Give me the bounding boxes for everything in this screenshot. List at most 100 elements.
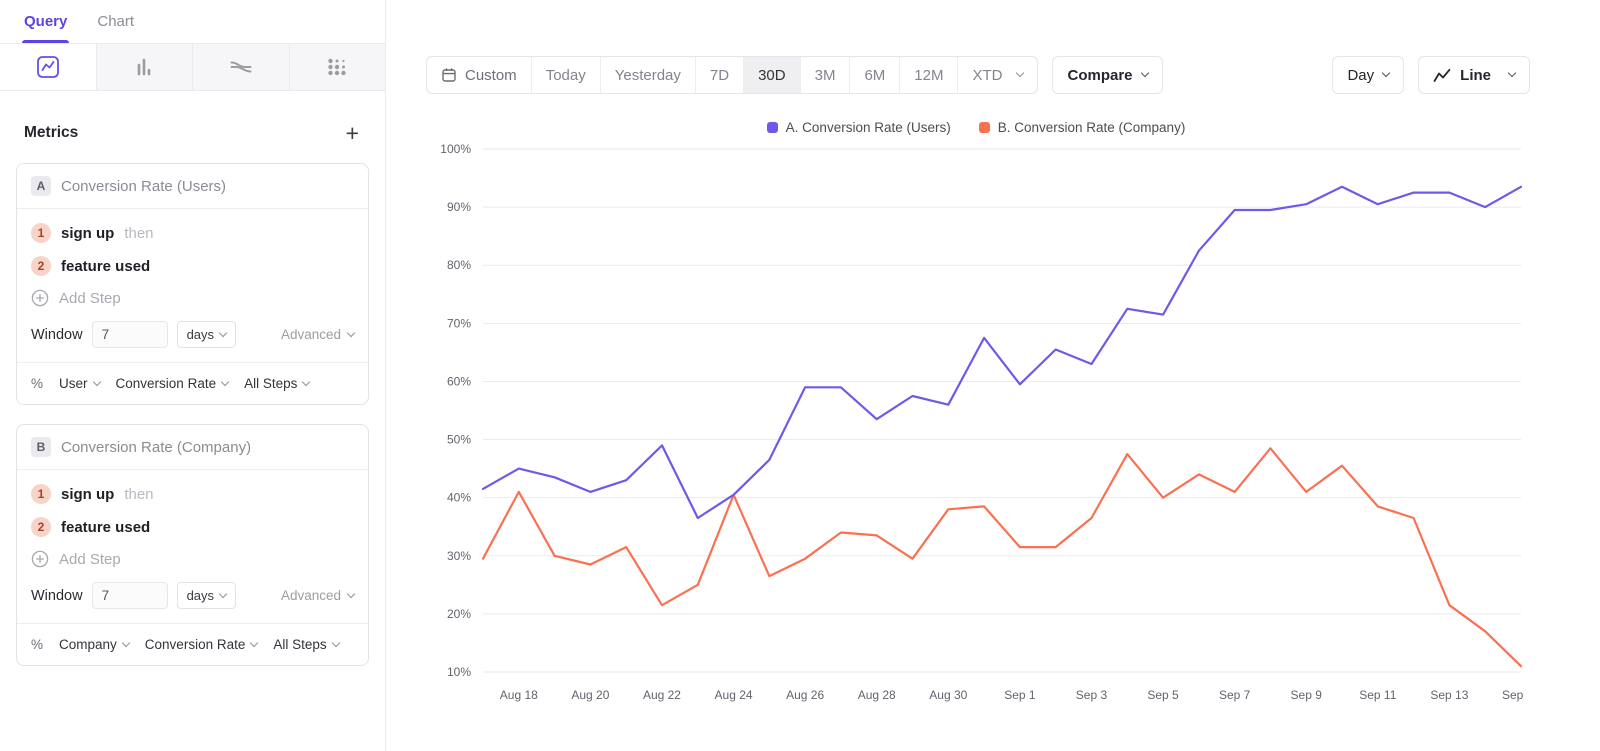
metrics-title: Metrics <box>24 124 79 141</box>
window-value-input[interactable] <box>91 321 168 348</box>
step-suffix: then <box>124 224 154 242</box>
funnel-step-2[interactable]: 2 feature used <box>31 256 354 276</box>
add-step-button[interactable]: Add Step <box>31 289 354 307</box>
window-unit-label: days <box>186 327 215 342</box>
date-range-label: 3M <box>814 66 836 84</box>
percent-measure-icon[interactable]: % <box>31 637 44 652</box>
date-range-label: 30D <box>758 66 786 84</box>
date-range-label: Custom <box>465 66 517 84</box>
date-range-custom[interactable]: Custom <box>427 57 531 93</box>
metric-card-a-header[interactable]: A Conversion Rate (Users) <box>17 164 368 209</box>
advanced-toggle[interactable]: Advanced <box>281 327 356 342</box>
svg-text:Sep 5: Sep 5 <box>1147 688 1179 702</box>
window-value-input[interactable] <box>91 582 168 609</box>
bar-chart-icon <box>137 58 151 76</box>
chevron-down-icon <box>250 638 259 647</box>
entity-select[interactable]: User <box>59 376 101 391</box>
chart-area[interactable]: 10% 20% 30% 40% 50% 60% 70% 80% 90% 100% Aug 18 Aug… <box>426 137 1600 717</box>
metric-card-a-body: 1 sign up then 2 feature used Add Step W <box>17 209 368 362</box>
metric-type-select[interactable]: Conversion Rate <box>115 376 230 391</box>
series-b-swatch <box>978 122 990 133</box>
date-range-6m[interactable]: 6M <box>849 57 899 93</box>
chart-panel: Custom Today Yesterday 7D 30D 3M 6M 12M … <box>386 0 1600 751</box>
steps-scope-select[interactable]: All Steps <box>273 637 340 652</box>
date-range-today[interactable]: Today <box>530 57 600 93</box>
date-range-3m[interactable]: 3M <box>799 57 850 93</box>
svg-text:20%: 20% <box>447 607 471 621</box>
retention-grid-icon <box>328 58 346 76</box>
funnel-step-1[interactable]: 1 sign up then <box>31 484 354 504</box>
chart-type-tab-bar[interactable] <box>96 44 193 90</box>
advanced-toggle[interactable]: Advanced <box>281 588 356 603</box>
entity-select[interactable]: Company <box>59 637 131 652</box>
svg-text:Aug 20: Aug 20 <box>571 688 609 702</box>
date-range-30d[interactable]: 30D <box>743 57 800 93</box>
metric-type-label: Conversion Rate <box>144 637 246 652</box>
series-a-label: A. Conversion Rate (Users) <box>785 120 951 135</box>
metric-type-select[interactable]: Conversion Rate <box>144 637 259 652</box>
add-metric-button[interactable]: + <box>345 120 359 146</box>
svg-text:Aug 18: Aug 18 <box>500 688 538 702</box>
svg-text:Sep 15: Sep 15 <box>1502 688 1526 702</box>
metric-card-a-footer: % User Conversion Rate All Steps <box>17 362 368 404</box>
step-suffix: then <box>124 485 154 503</box>
date-range-label: 12M <box>914 66 944 84</box>
legend-item-b[interactable]: B. Conversion Rate (Company) <box>978 120 1186 135</box>
date-range-control: Custom Today Yesterday 7D 30D 3M 6M 12M … <box>426 56 1039 94</box>
date-range-7d[interactable]: 7D <box>694 57 743 93</box>
chevron-down-icon <box>346 328 356 337</box>
date-range-yesterday[interactable]: Yesterday <box>599 57 695 93</box>
metric-card-a: A Conversion Rate (Users) 1 sign up then… <box>16 163 369 405</box>
svg-text:50%: 50% <box>447 433 471 447</box>
series-a-swatch <box>766 122 778 133</box>
metric-card-b-header[interactable]: B Conversion Rate (Company) <box>17 425 368 470</box>
chart-legend: A. Conversion Rate (Users) B. Conversion… <box>426 120 1526 135</box>
window-unit-select[interactable]: days <box>176 582 237 609</box>
percent-measure-icon[interactable]: % <box>31 376 44 391</box>
compare-button[interactable]: Compare <box>1052 56 1163 94</box>
series-b-label: B. Conversion Rate (Company) <box>997 120 1186 135</box>
svg-text:Sep 13: Sep 13 <box>1430 688 1468 702</box>
legend-item-a[interactable]: A. Conversion Rate (Users) <box>766 120 951 135</box>
step-number-badge: 1 <box>31 484 51 504</box>
window-unit-select[interactable]: days <box>176 321 237 348</box>
funnel-step-1[interactable]: 1 sign up then <box>31 223 354 243</box>
tab-query[interactable]: Query <box>21 0 70 43</box>
svg-text:Sep 1: Sep 1 <box>1004 688 1036 702</box>
add-step-button[interactable]: Add Step <box>31 550 354 568</box>
granularity-select[interactable]: Day <box>1332 56 1405 94</box>
svg-text:Sep 9: Sep 9 <box>1291 688 1323 702</box>
step-event-name[interactable]: feature used <box>61 257 151 275</box>
date-range-label: 7D <box>709 66 730 84</box>
chart-style-select[interactable]: Line <box>1418 56 1530 94</box>
query-chart-tabs: Query Chart <box>0 0 385 44</box>
entity-label: User <box>59 376 88 391</box>
step-number-badge: 2 <box>31 517 51 537</box>
steps-scope-select[interactable]: All Steps <box>244 376 311 391</box>
conversion-chart[interactable]: 10% 20% 30% 40% 50% 60% 70% 80% 90% 100% Aug 18 Aug… <box>426 137 1540 712</box>
step-event-name[interactable]: sign up <box>61 224 115 242</box>
chart-style-label: Line <box>1460 66 1491 84</box>
date-range-label: Today <box>545 66 586 84</box>
chart-type-tab-insights[interactable] <box>0 44 97 90</box>
date-range-12m[interactable]: 12M <box>899 57 957 93</box>
step-event-name[interactable]: feature used <box>61 518 151 536</box>
metric-card-b-body: 1 sign up then 2 feature used Add Step W <box>17 470 368 623</box>
svg-text:100%: 100% <box>440 142 471 156</box>
chart-type-tab-retention[interactable] <box>289 44 385 90</box>
step-event-name[interactable]: sign up <box>61 485 115 503</box>
step-number-badge: 1 <box>31 223 51 243</box>
tab-chart[interactable]: Chart <box>97 0 134 43</box>
date-range-xtd[interactable]: XTD <box>957 57 1037 93</box>
chevron-down-icon <box>1016 68 1025 78</box>
window-label: Window <box>31 326 83 343</box>
tab-query-label: Query <box>24 13 68 30</box>
conversion-window-row: Window days Advanced <box>31 321 356 348</box>
metric-card-title: Conversion Rate (Company) <box>61 438 252 456</box>
chart-type-tab-flows[interactable] <box>193 44 290 90</box>
funnel-step-2[interactable]: 2 feature used <box>31 517 354 537</box>
chevron-down-icon <box>218 589 228 598</box>
svg-text:Sep 11: Sep 11 <box>1359 688 1396 702</box>
metric-type-label: Conversion Rate <box>115 376 217 391</box>
